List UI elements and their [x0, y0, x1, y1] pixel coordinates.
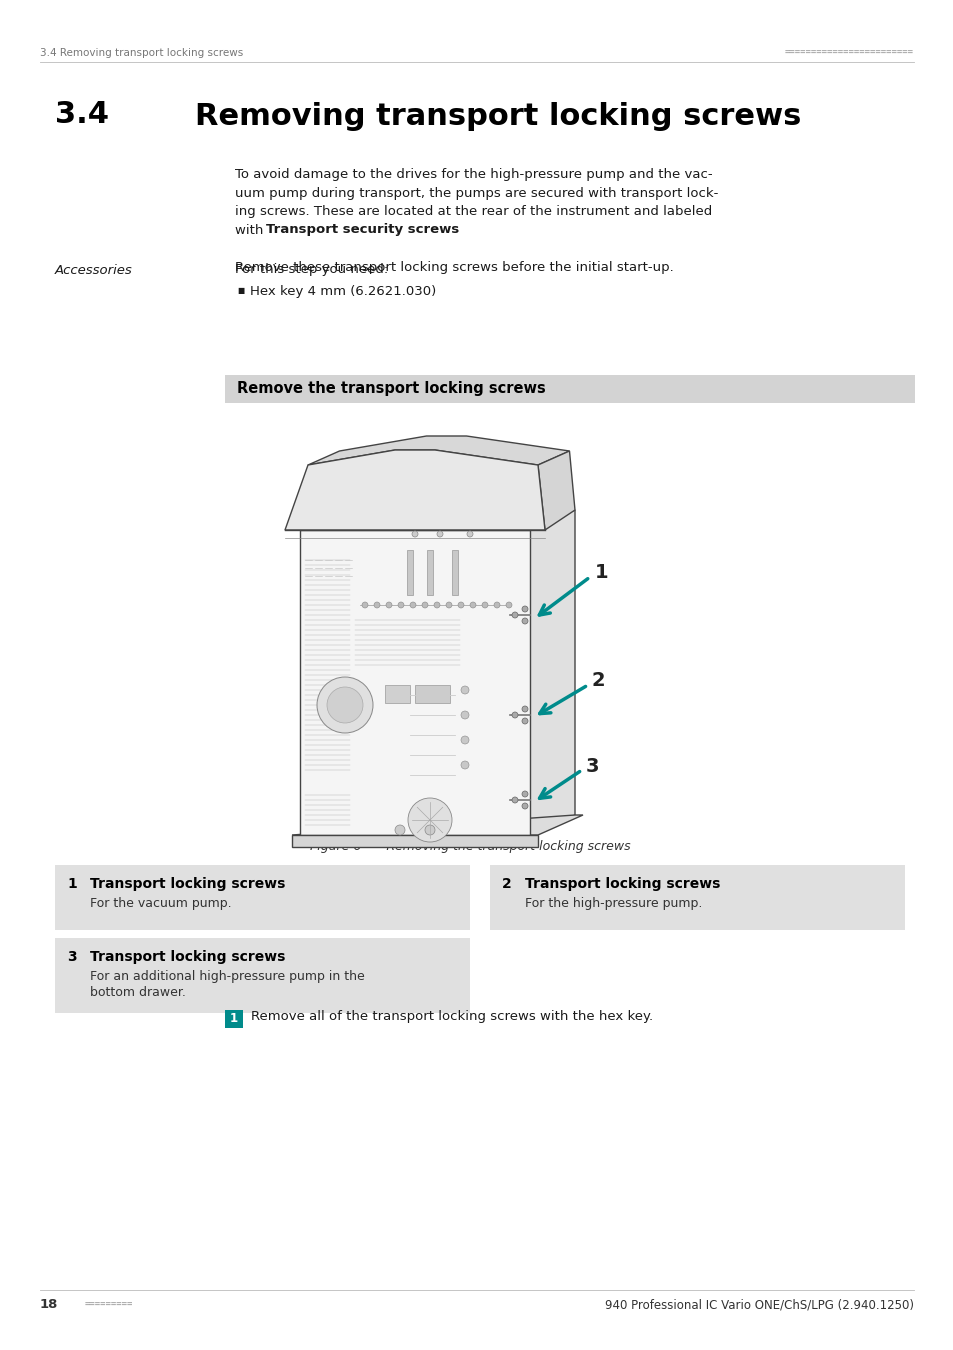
Circle shape: [410, 602, 416, 608]
Text: Remove these transport locking screws before the initial start-up.: Remove these transport locking screws be…: [234, 261, 673, 274]
Circle shape: [521, 706, 527, 711]
Polygon shape: [308, 436, 569, 464]
Text: For this step you need:: For this step you need:: [234, 263, 388, 277]
Text: For the vacuum pump.: For the vacuum pump.: [90, 896, 232, 910]
Circle shape: [386, 602, 392, 608]
Text: 1: 1: [595, 563, 608, 582]
Circle shape: [512, 711, 517, 718]
Circle shape: [460, 711, 469, 720]
Bar: [225, 1010, 243, 1027]
Bar: [490, 865, 904, 930]
Bar: [225, 375, 914, 404]
Text: Removing transport locking screws: Removing transport locking screws: [194, 103, 801, 131]
Circle shape: [521, 718, 527, 724]
Circle shape: [395, 825, 405, 836]
Circle shape: [327, 687, 363, 724]
Circle shape: [521, 618, 527, 624]
Circle shape: [470, 602, 476, 608]
Circle shape: [424, 825, 435, 836]
Text: ■: ■: [236, 285, 244, 294]
Text: with ⁠: with ⁠: [234, 224, 268, 236]
Text: 3: 3: [67, 950, 76, 964]
Text: 3: 3: [585, 756, 598, 775]
Circle shape: [316, 676, 373, 733]
Polygon shape: [537, 451, 575, 531]
Circle shape: [505, 602, 512, 608]
Text: Transport locking screws: Transport locking screws: [524, 878, 720, 891]
Circle shape: [457, 602, 463, 608]
Text: Remove the transport locking screws: Remove the transport locking screws: [236, 382, 545, 397]
Circle shape: [421, 602, 428, 608]
Circle shape: [512, 612, 517, 618]
Text: 940 Professional IC Vario ONE/ChS/LPG (2.940.1250): 940 Professional IC Vario ONE/ChS/LPG (2…: [604, 1297, 913, 1311]
Bar: [452, 549, 457, 595]
Bar: [385, 684, 410, 703]
Text: =========: =========: [85, 1300, 133, 1310]
Polygon shape: [285, 450, 544, 531]
Circle shape: [408, 798, 452, 842]
Circle shape: [460, 686, 469, 694]
Circle shape: [521, 606, 527, 612]
Circle shape: [436, 531, 442, 537]
Bar: [299, 531, 530, 836]
Text: For the high-pressure pump.: For the high-pressure pump.: [524, 896, 701, 910]
Text: To avoid damage to the drives for the high-pressure pump and the vac-: To avoid damage to the drives for the hi…: [234, 167, 712, 181]
Circle shape: [512, 796, 517, 803]
Text: ing screws. These are located at the rear of the instrument and labeled: ing screws. These are located at the rea…: [234, 205, 712, 217]
Circle shape: [374, 602, 379, 608]
Circle shape: [446, 602, 452, 608]
Circle shape: [521, 803, 527, 809]
Text: For an additional high-pressure pump in the: For an additional high-pressure pump in …: [90, 971, 364, 983]
Bar: [55, 938, 470, 1012]
Text: Hex key 4 mm (6.2621.030): Hex key 4 mm (6.2621.030): [250, 285, 436, 298]
Text: 1: 1: [67, 878, 76, 891]
Text: 3.4 Removing transport locking screws: 3.4 Removing transport locking screws: [40, 49, 243, 58]
Circle shape: [494, 602, 499, 608]
Circle shape: [467, 531, 473, 537]
Bar: [427, 549, 433, 595]
Text: Figure 6  Removing the transport locking screws: Figure 6 Removing the transport locking …: [310, 840, 630, 853]
Circle shape: [521, 791, 527, 796]
Text: Remove all of the transport locking screws with the hex key.: Remove all of the transport locking scre…: [251, 1010, 653, 1023]
Bar: [55, 865, 470, 930]
Circle shape: [460, 761, 469, 770]
Bar: [407, 549, 413, 595]
Circle shape: [412, 531, 417, 537]
Polygon shape: [292, 815, 582, 836]
Circle shape: [361, 602, 368, 608]
Text: Accessories: Accessories: [55, 263, 132, 277]
Bar: [292, 836, 537, 846]
Text: Transport security screws: Transport security screws: [266, 224, 458, 236]
Text: Transport locking screws: Transport locking screws: [90, 950, 285, 964]
Polygon shape: [530, 510, 575, 836]
Text: 3.4: 3.4: [55, 100, 109, 130]
Circle shape: [397, 602, 403, 608]
Text: ========================: ========================: [784, 49, 913, 57]
Text: Transport locking screws: Transport locking screws: [90, 878, 285, 891]
Text: 2: 2: [592, 671, 605, 690]
Circle shape: [481, 602, 488, 608]
Text: 1: 1: [230, 1012, 238, 1026]
Text: ⁠.: ⁠.: [395, 224, 399, 236]
Circle shape: [434, 602, 439, 608]
Text: 2: 2: [501, 878, 511, 891]
Text: 18: 18: [40, 1297, 58, 1311]
Circle shape: [460, 736, 469, 744]
Bar: [415, 684, 450, 703]
Text: bottom drawer.: bottom drawer.: [90, 986, 186, 999]
Text: uum pump during transport, the pumps are secured with transport lock-: uum pump during transport, the pumps are…: [234, 186, 718, 200]
